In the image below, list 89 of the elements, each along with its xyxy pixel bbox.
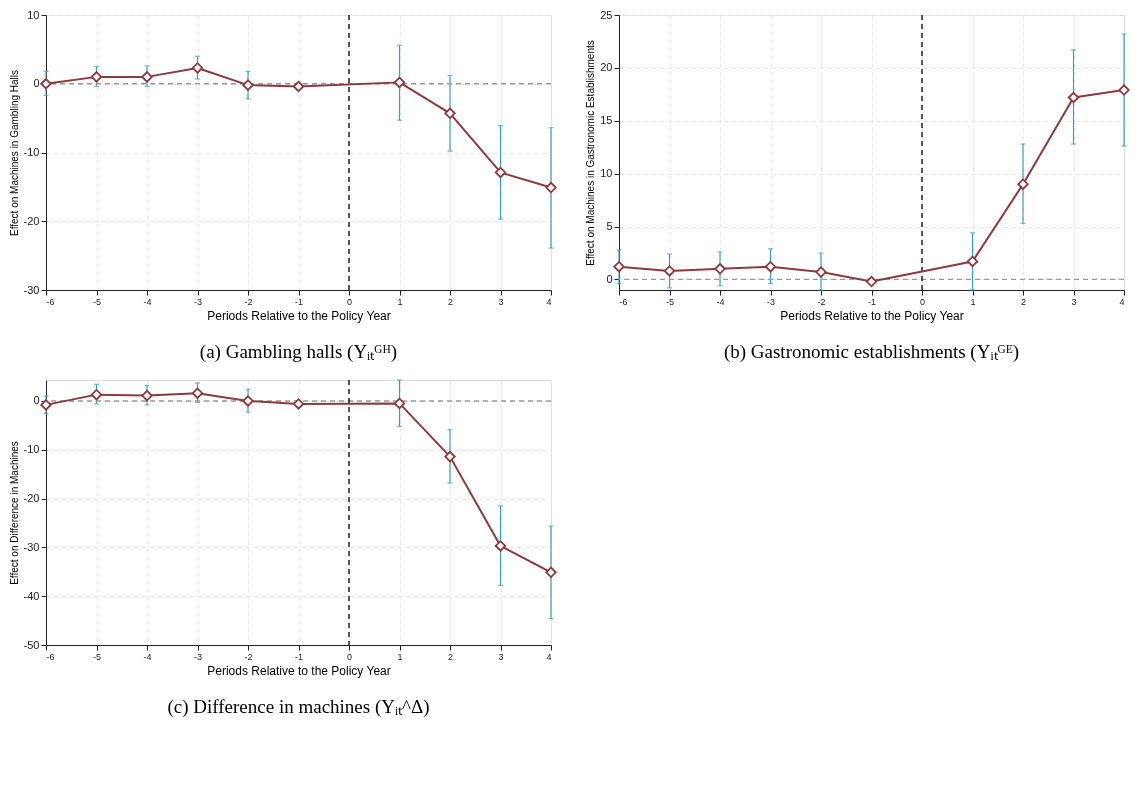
point xyxy=(714,263,726,275)
y-tick-label: -50 xyxy=(23,638,40,651)
point xyxy=(1017,178,1029,190)
x-tick-label: -5 xyxy=(665,296,675,307)
point xyxy=(1067,91,1080,104)
y-axis-title: Effect on Difference in Machines xyxy=(8,441,20,585)
point xyxy=(613,261,625,273)
y-tick-label: -10 xyxy=(23,443,40,456)
x-tick-label: 0 xyxy=(346,296,353,307)
point xyxy=(494,166,507,179)
point xyxy=(966,255,979,268)
x-tick-label: 3 xyxy=(1071,296,1077,307)
point xyxy=(242,395,254,407)
point xyxy=(545,566,557,578)
x-tick-label: -4 xyxy=(143,296,152,307)
point xyxy=(494,540,507,552)
point xyxy=(545,181,557,194)
x-tick-label: 1 xyxy=(970,296,976,307)
point xyxy=(40,399,52,411)
y-tick-label: -20 xyxy=(23,492,40,505)
point xyxy=(393,397,406,410)
x-tick-label: -5 xyxy=(92,296,102,307)
x-tick-label: -1 xyxy=(294,651,304,662)
y-tick-label: 20 xyxy=(600,61,613,74)
x-tick-label: -2 xyxy=(244,296,253,307)
point xyxy=(40,78,52,90)
point xyxy=(444,107,456,119)
x-tick-label: 0 xyxy=(919,296,926,307)
y-axis-title: Effect on Machines in Gastronomic Establishments xyxy=(585,40,597,266)
point xyxy=(191,62,204,74)
point xyxy=(141,389,153,402)
x-tick-label: -3 xyxy=(193,296,203,307)
point xyxy=(90,389,103,401)
x-tick-label: -3 xyxy=(766,296,776,307)
x-tick-label: 1 xyxy=(397,296,403,307)
text: (b) Gastronomic establishments (Yᵢₜᴳᴱ) xyxy=(723,341,1020,363)
y-tick-label: -30 xyxy=(23,283,40,296)
x-axis-title: Periods Relative to the Policy Year xyxy=(207,308,391,323)
x-tick-label: -4 xyxy=(716,296,725,307)
x-tick-label: 2 xyxy=(447,651,454,662)
point xyxy=(1118,84,1130,96)
point xyxy=(292,80,305,93)
x-tick-label: 1 xyxy=(397,651,403,662)
x-tick-label: -5 xyxy=(92,651,102,662)
y-tick-label: -20 xyxy=(23,214,40,227)
y-tick-label: 10 xyxy=(600,167,613,180)
point xyxy=(393,76,406,89)
y-tick-label: -10 xyxy=(23,146,40,158)
x-tick-label: -1 xyxy=(867,296,877,307)
point xyxy=(764,261,777,273)
x-tick-label: -2 xyxy=(244,651,253,662)
x-tick-label: -6 xyxy=(619,296,628,307)
point xyxy=(444,450,456,463)
x-tick-label: -6 xyxy=(46,296,55,307)
text: (a) Gambling halls (Yᵢₜᴳᴴ) xyxy=(199,341,398,363)
text: (c) Difference in machines (Yᵢₜ^Δ) xyxy=(167,696,430,718)
y-tick-label: 0 xyxy=(606,272,613,285)
point xyxy=(815,266,827,278)
y-tick-label: 25 xyxy=(600,8,613,21)
x-tick-label: -3 xyxy=(193,651,203,662)
y-axis-title: Effect on Machines in Gambling Halls xyxy=(8,69,20,237)
point xyxy=(292,398,305,410)
x-tick-label: 3 xyxy=(498,651,504,662)
x-tick-label: 2 xyxy=(1020,296,1027,307)
x-axis-title: Periods Relative to the Policy Year xyxy=(207,663,391,678)
point xyxy=(242,79,254,91)
x-tick-label: 4 xyxy=(1119,296,1125,307)
x-tick-label: -2 xyxy=(817,296,826,307)
point xyxy=(865,275,878,288)
x-tick-label: 2 xyxy=(447,296,454,307)
x-tick-label: 0 xyxy=(346,651,353,662)
point xyxy=(141,71,153,83)
y-tick-label: -40 xyxy=(23,589,40,602)
point xyxy=(191,387,204,399)
y-tick-label: 5 xyxy=(606,220,613,233)
y-tick-label: 0 xyxy=(33,394,40,407)
y-tick-label: 15 xyxy=(600,114,613,127)
x-tick-label: 4 xyxy=(546,296,552,307)
x-tick-label: -4 xyxy=(143,651,152,662)
x-tick-label: -1 xyxy=(294,296,304,307)
y-tick-label: 10 xyxy=(27,8,40,21)
x-tick-label: 4 xyxy=(546,651,552,662)
x-tick-label: -6 xyxy=(46,651,55,662)
y-tick-label: 0 xyxy=(33,77,40,90)
x-axis-title: Periods Relative to the Policy Year xyxy=(780,308,964,323)
y-tick-label: -30 xyxy=(23,540,40,553)
point xyxy=(90,71,103,83)
point xyxy=(663,265,676,277)
x-tick-label: 3 xyxy=(498,296,504,307)
